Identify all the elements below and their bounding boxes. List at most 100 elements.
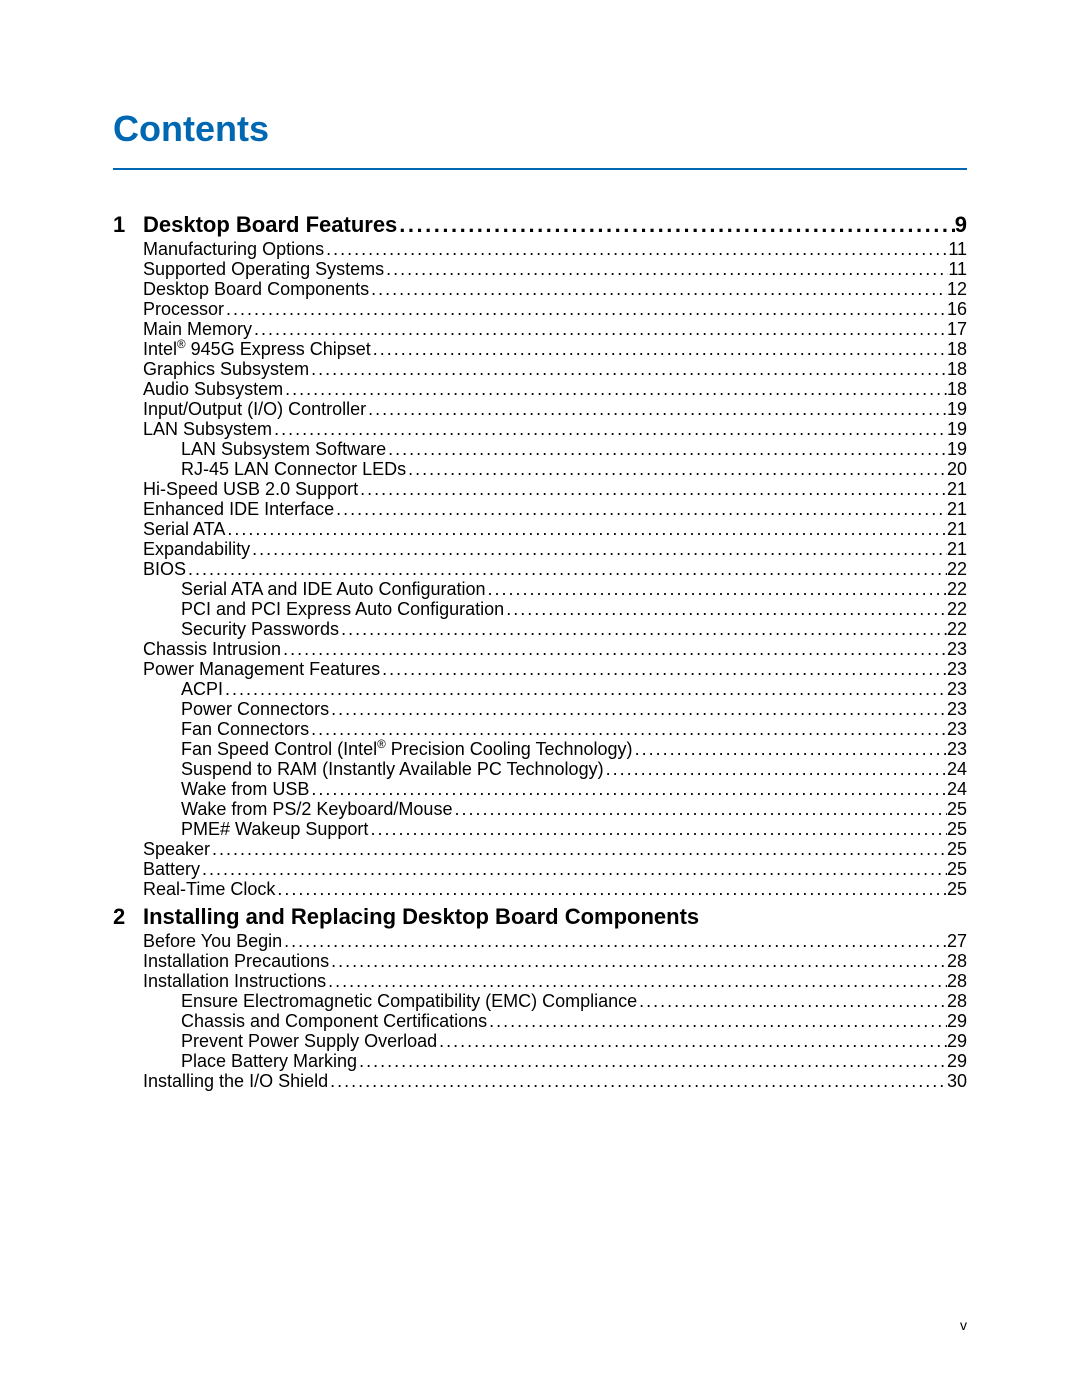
toc-entry-label: Expandability — [143, 540, 250, 558]
toc-entry-page: 27 — [947, 932, 967, 950]
toc-leader-dots: ........................................… — [339, 620, 947, 638]
toc-entry-row: ACPI ...................................… — [113, 678, 967, 698]
toc-entry-page: 23 — [947, 640, 967, 658]
toc-entry-page: 21 — [947, 480, 967, 498]
toc-entry-page: 16 — [947, 300, 967, 318]
toc-chapter-title: Installing and Replacing Desktop Board C… — [143, 904, 699, 930]
toc-chapter-title: Desktop Board Features — [143, 212, 397, 238]
toc-entry-page: 25 — [947, 840, 967, 858]
toc-leader-dots: ........................................… — [281, 640, 947, 658]
toc-leader-dots: ........................................… — [487, 1012, 947, 1030]
toc-leader-dots: ........................................… — [366, 400, 947, 418]
toc-entry-label: Enhanced IDE Interface — [143, 500, 334, 518]
toc-entry-row: Serial ATA .............................… — [113, 518, 967, 538]
toc-entry-label: Fan Speed Control (Intel® Precision Cool… — [181, 740, 633, 758]
toc-entry-row: Place Battery Marking ..................… — [113, 1050, 967, 1070]
toc-entry-row: Expandability ..........................… — [113, 538, 967, 558]
toc-leader-dots: ........................................… — [225, 520, 947, 538]
toc-leader-dots: ........................................… — [283, 380, 947, 398]
toc-entry-page: 22 — [947, 600, 967, 618]
toc-entry-row: Installation Precautions ...............… — [113, 950, 967, 970]
toc-entry-label: Security Passwords — [181, 620, 339, 638]
toc-entry-label: Chassis Intrusion — [143, 640, 281, 658]
toc-entry-row: Chassis and Component Certifications ...… — [113, 1010, 967, 1030]
toc-entry-page: 24 — [947, 760, 967, 778]
toc-leader-dots: ........................................… — [406, 460, 947, 478]
toc-entry-row: PCI and PCI Express Auto Configuration .… — [113, 598, 967, 618]
toc-leader-dots: ........................................… — [309, 360, 947, 378]
toc-entry-row: Prevent Power Supply Overload ..........… — [113, 1030, 967, 1050]
toc-entry-label: Chassis and Component Certifications — [181, 1012, 487, 1030]
toc-entry-label: Graphics Subsystem — [143, 360, 309, 378]
toc-leader-dots: ........................................… — [210, 840, 947, 858]
toc-entry-page: 19 — [947, 420, 967, 438]
toc-entry-row: Graphics Subsystem .....................… — [113, 358, 967, 378]
toc-entry-page: 18 — [947, 340, 967, 358]
document-page: Contents 1Desktop Board Features........… — [0, 0, 1080, 1397]
toc-entry-label: Power Management Features — [143, 660, 380, 678]
toc-entry-page: 21 — [947, 500, 967, 518]
toc-entry-row: BIOS ...................................… — [113, 558, 967, 578]
toc-entry-page: 23 — [947, 660, 967, 678]
toc-leader-dots: ........................................… — [452, 800, 947, 818]
toc-leader-dots: ........................................… — [275, 880, 947, 898]
toc-entry-label: ACPI — [181, 680, 223, 698]
toc-entry-page: 23 — [947, 700, 967, 718]
toc-entry-label: Intel® 945G Express Chipset — [143, 340, 371, 358]
toc-entry-row: Processor ..............................… — [113, 298, 967, 318]
toc-entry-label: Battery — [143, 860, 200, 878]
toc-entry-page: 20 — [947, 460, 967, 478]
toc-entry-row: Supported Operating Systems ............… — [113, 258, 967, 278]
toc-entry-row: Before You Begin .......................… — [113, 930, 967, 950]
toc-entry-page: 11 — [948, 260, 967, 278]
toc-entry-label: Power Connectors — [181, 700, 329, 718]
toc-leader-dots: ........................................… — [633, 740, 947, 758]
toc-entry-label: LAN Subsystem — [143, 420, 272, 438]
toc-entry-page: 22 — [947, 580, 967, 598]
toc-leader-dots: ........................................… — [329, 952, 947, 970]
toc-entry-row: Audio Subsystem ........................… — [113, 378, 967, 398]
toc-entry-label: Manufacturing Options — [143, 240, 324, 258]
toc-entry-label: Processor — [143, 300, 224, 318]
toc-leader-dots: ........................................… — [604, 760, 947, 778]
toc-entry-page: 23 — [947, 720, 967, 738]
toc-leader-dots: ........................................… — [357, 1052, 947, 1070]
toc-leader-dots: ........................................… — [224, 300, 947, 318]
toc-entry-label: Wake from USB — [181, 780, 309, 798]
toc-chapter-number: 1 — [113, 212, 143, 238]
toc-entry-label: Serial ATA — [143, 520, 225, 538]
toc-entry-label: RJ-45 LAN Connector LEDs — [181, 460, 406, 478]
toc-chapter-title-wrap: Desktop Board Features..................… — [143, 212, 967, 238]
toc-leader-dots: ........................................… — [250, 540, 947, 558]
toc-entry-page: 28 — [947, 952, 967, 970]
toc-entry-page: 17 — [947, 320, 967, 338]
toc-entry-label: Prevent Power Supply Overload — [181, 1032, 437, 1050]
toc-leader-dots: ........................................… — [358, 480, 947, 498]
toc-entry-label: LAN Subsystem Software — [181, 440, 386, 458]
table-of-contents: 1Desktop Board Features.................… — [113, 212, 967, 1090]
toc-entry-label: Before You Begin — [143, 932, 282, 950]
toc-entry-page: 25 — [947, 820, 967, 838]
toc-entry-page: 29 — [947, 1032, 967, 1050]
toc-entry-page: 23 — [947, 680, 967, 698]
toc-entry-row: Manufacturing Options ..................… — [113, 238, 967, 258]
toc-entry-label: Fan Connectors — [181, 720, 309, 738]
toc-leader-dots: ........................................… — [334, 500, 947, 518]
toc-entry-page: 18 — [947, 360, 967, 378]
toc-entry-label: Installation Instructions — [143, 972, 326, 990]
toc-entry-label: Suspend to RAM (Instantly Available PC T… — [181, 760, 604, 778]
toc-leader-dots: ........................................… — [309, 720, 947, 738]
toc-entry-page: 21 — [947, 520, 967, 538]
toc-entry-label: Main Memory — [143, 320, 252, 338]
toc-leader-dots: ........................................… — [504, 600, 947, 618]
toc-leader-dots: ........................................… — [223, 680, 947, 698]
toc-leader-dots: ........................................… — [200, 860, 947, 878]
toc-entry-row: Fan Connectors .........................… — [113, 718, 967, 738]
toc-entry-row: Main Memory ............................… — [113, 318, 967, 338]
toc-entry-page: 19 — [947, 440, 967, 458]
toc-entry-page: 22 — [947, 620, 967, 638]
toc-entry-label: Real-Time Clock — [143, 880, 275, 898]
toc-leader-dots: ........................................… — [637, 992, 947, 1010]
toc-entry-label: Serial ATA and IDE Auto Configuration — [181, 580, 486, 598]
toc-entry-page: 18 — [947, 380, 967, 398]
